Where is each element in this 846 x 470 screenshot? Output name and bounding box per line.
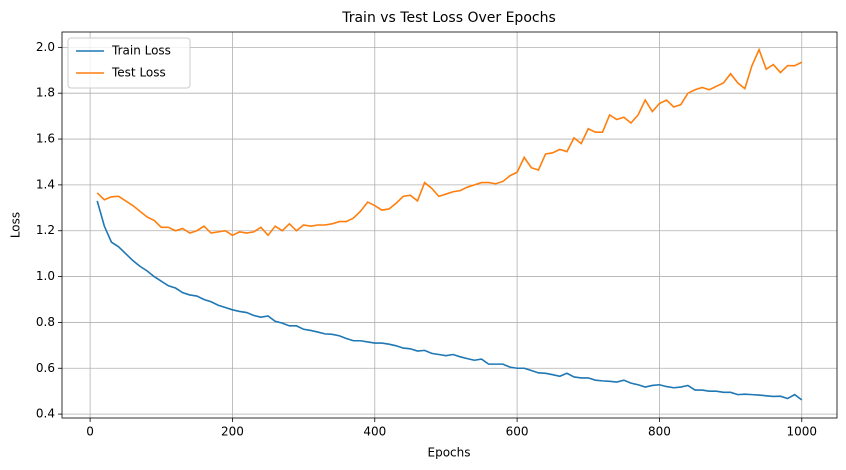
x-tick-label: 400 bbox=[363, 425, 386, 439]
y-tick-label: 0.4 bbox=[36, 407, 55, 421]
x-axis-label: Epochs bbox=[428, 446, 471, 460]
y-tick-label: 2.0 bbox=[36, 40, 55, 54]
line-series bbox=[96, 47, 803, 237]
line-series bbox=[96, 200, 803, 401]
y-tick-label: 0.6 bbox=[36, 361, 55, 375]
axes-frame bbox=[61, 31, 838, 419]
x-tick-label: 200 bbox=[221, 425, 244, 439]
legend-label: Test Loss bbox=[111, 66, 166, 80]
chart-title: Train vs Test Loss Over Epochs bbox=[341, 10, 556, 26]
y-tick-label: 1.2 bbox=[36, 223, 55, 237]
y-tick-label: 1.6 bbox=[36, 132, 55, 146]
x-tick-label: 0 bbox=[86, 425, 94, 439]
x-tick-label: 1000 bbox=[786, 425, 817, 439]
y-tick-label: 1.8 bbox=[36, 86, 55, 100]
y-tick-label: 1.0 bbox=[36, 269, 55, 283]
y-tick-label: 1.4 bbox=[36, 177, 55, 191]
x-tick-label: 600 bbox=[506, 425, 529, 439]
y-axis-label: Loss bbox=[9, 212, 23, 238]
y-tick-label: 0.8 bbox=[36, 315, 55, 329]
legend-label: Train Loss bbox=[111, 44, 171, 58]
x-tick-label: 800 bbox=[648, 425, 671, 439]
